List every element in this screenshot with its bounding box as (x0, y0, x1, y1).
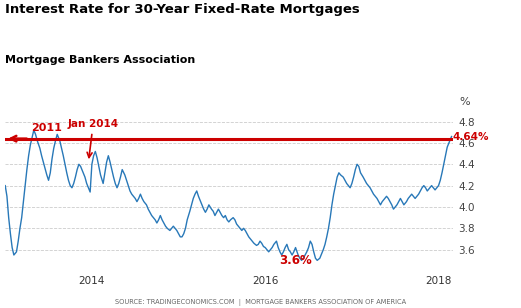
Text: Mortgage Bankers Association: Mortgage Bankers Association (5, 55, 195, 65)
Text: SOURCE: TRADINGECONOMICS.COM  |  MORTGAGE BANKERS ASSOCIATION OF AMERICA: SOURCE: TRADINGECONOMICS.COM | MORTGAGE … (115, 299, 406, 306)
Text: %: % (460, 97, 470, 107)
Text: 2011: 2011 (31, 123, 62, 133)
Text: Interest Rate for 30-Year Fixed-Rate Mortgages: Interest Rate for 30-Year Fixed-Rate Mor… (5, 3, 360, 16)
Text: Jan 2014: Jan 2014 (68, 119, 119, 157)
Text: 4.64%: 4.64% (452, 132, 489, 142)
Text: 3.6%: 3.6% (279, 254, 312, 267)
